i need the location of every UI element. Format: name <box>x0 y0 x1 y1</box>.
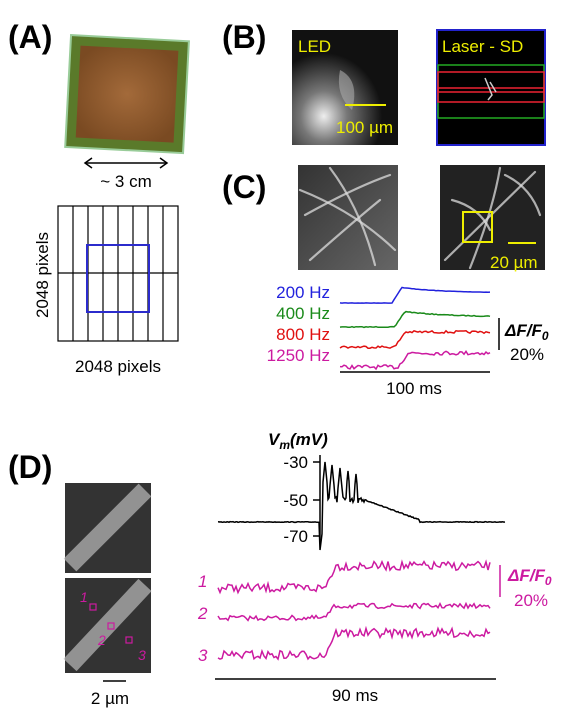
trace <box>339 350 491 371</box>
neuron-blob <box>338 70 355 110</box>
panel-label: (B) <box>222 19 266 55</box>
sensor-grid <box>57 205 179 342</box>
rate-label: 1250 Hz <box>267 346 330 365</box>
traces <box>339 286 491 371</box>
dendrite <box>303 173 392 217</box>
trace <box>339 329 491 349</box>
sensor-height: 2048 pixels <box>33 232 52 318</box>
led-label: LED <box>298 37 331 56</box>
voltage-tick: -30 <box>283 453 308 472</box>
trace <box>339 310 491 329</box>
roi-squares <box>89 603 133 644</box>
arrow-heads <box>83 157 169 169</box>
site-label: 2 <box>197 604 208 623</box>
panel-label: (A) <box>8 19 52 55</box>
amp-value: 20% <box>514 591 548 610</box>
site-label: 1 <box>198 572 207 591</box>
time-label: 90 ms <box>332 686 378 705</box>
amp-label: ΔF/F0 <box>504 321 549 343</box>
vm-trace <box>217 461 506 551</box>
chip-size: ~ 3 cm <box>100 172 152 191</box>
dendrite <box>328 166 377 267</box>
rate-label: 800 Hz <box>276 325 330 344</box>
rate-label: 200 Hz <box>276 283 330 302</box>
scale-label: 100 µm <box>336 118 393 137</box>
dendrite <box>298 188 397 252</box>
sensor-width: 2048 pixels <box>75 357 161 376</box>
site-label: 2 <box>97 632 106 648</box>
site-label: 3 <box>198 646 208 665</box>
traces <box>217 461 506 661</box>
rate-label: 400 Hz <box>276 304 330 323</box>
neuron-blob <box>484 77 497 101</box>
voltage-label: Vm(mV) <box>268 430 328 452</box>
dendrite <box>443 170 537 262</box>
dendrite <box>468 166 502 270</box>
trace <box>217 559 491 595</box>
scale-label: 20 µm <box>490 253 538 272</box>
trace <box>217 625 491 661</box>
chip-photo <box>64 34 190 155</box>
roi-box <box>462 211 493 243</box>
dendrite <box>503 173 542 217</box>
voltage-tick: -50 <box>283 491 308 510</box>
site-label: 3 <box>138 647 146 663</box>
panel-label: (D) <box>8 449 52 485</box>
amp-label: ΔF/F0 <box>507 566 552 588</box>
dendrite-image <box>298 165 398 270</box>
amp-value: 20% <box>510 345 544 364</box>
red-band <box>437 87 545 103</box>
voltage-tick: -70 <box>283 527 308 546</box>
time-label: 100 ms <box>386 379 442 398</box>
roi-box <box>86 244 150 313</box>
dendrite <box>308 198 382 262</box>
dendrites <box>298 166 542 270</box>
trace <box>339 286 491 304</box>
trace <box>217 601 491 622</box>
site-label: 1 <box>80 589 88 605</box>
laser-label: Laser - SD <box>442 37 523 56</box>
scale-label: 2 µm <box>91 689 129 708</box>
panel-label: (C) <box>222 169 266 205</box>
